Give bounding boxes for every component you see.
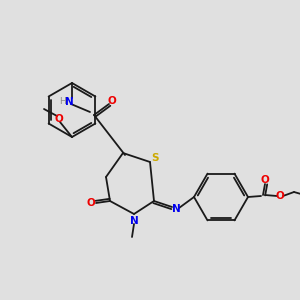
- Text: H: H: [58, 98, 65, 106]
- Text: S: S: [151, 153, 159, 163]
- Text: O: O: [261, 175, 269, 185]
- Text: O: O: [87, 198, 95, 208]
- Text: O: O: [276, 191, 284, 201]
- Text: O: O: [108, 96, 116, 106]
- Text: O: O: [55, 114, 63, 124]
- Text: N: N: [130, 216, 138, 226]
- Text: N: N: [172, 204, 180, 214]
- Text: N: N: [64, 97, 74, 107]
